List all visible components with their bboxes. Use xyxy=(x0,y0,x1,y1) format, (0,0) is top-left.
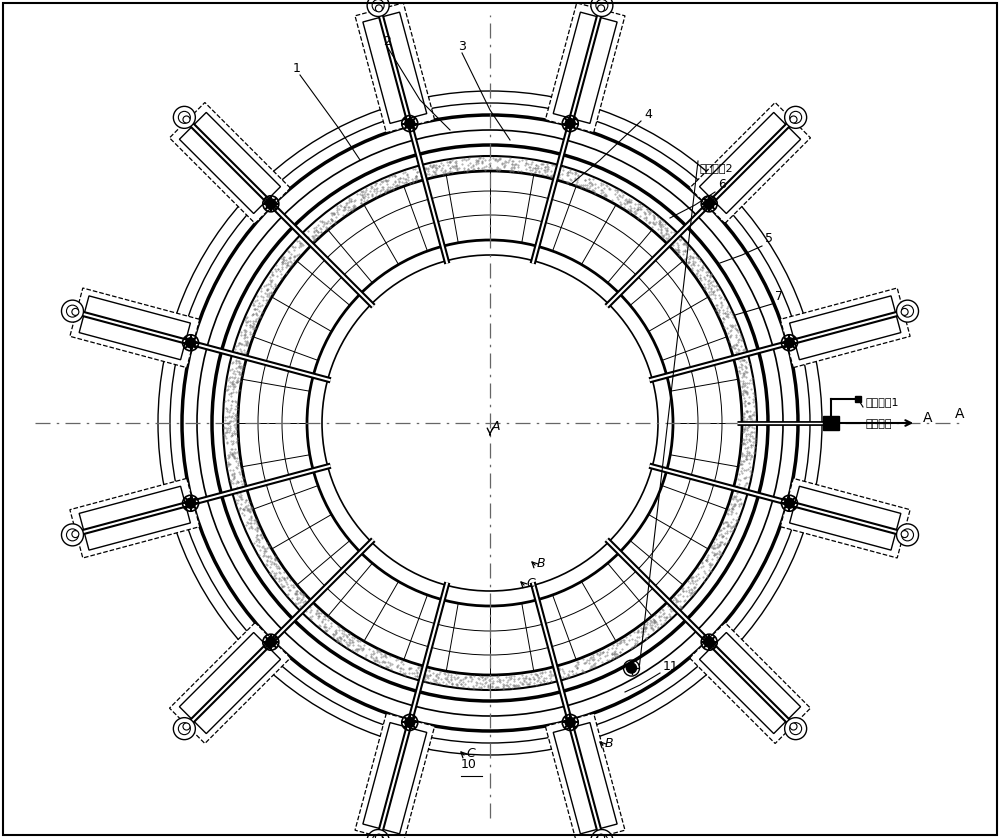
Circle shape xyxy=(591,0,613,17)
Circle shape xyxy=(565,717,575,727)
Circle shape xyxy=(186,499,196,508)
Text: 10: 10 xyxy=(461,758,477,771)
Text: A: A xyxy=(923,411,932,425)
Text: A: A xyxy=(492,420,501,433)
Circle shape xyxy=(66,305,78,317)
Polygon shape xyxy=(79,486,190,550)
Polygon shape xyxy=(690,102,810,224)
Polygon shape xyxy=(780,288,910,368)
Polygon shape xyxy=(699,633,801,733)
Polygon shape xyxy=(690,623,810,743)
Circle shape xyxy=(790,723,797,730)
Polygon shape xyxy=(79,296,190,360)
Polygon shape xyxy=(170,623,290,743)
Text: 3: 3 xyxy=(458,40,466,53)
Circle shape xyxy=(266,199,276,209)
Text: 5: 5 xyxy=(765,232,773,245)
Circle shape xyxy=(596,835,608,838)
Text: B: B xyxy=(605,737,614,750)
Circle shape xyxy=(372,835,384,838)
Circle shape xyxy=(367,830,389,838)
Polygon shape xyxy=(355,713,435,838)
Circle shape xyxy=(785,717,807,740)
Circle shape xyxy=(901,308,908,315)
Bar xyxy=(823,416,839,430)
Polygon shape xyxy=(553,722,617,834)
Text: 1: 1 xyxy=(293,62,301,75)
Polygon shape xyxy=(790,486,901,550)
Text: 4: 4 xyxy=(644,108,652,121)
Circle shape xyxy=(72,308,79,315)
Circle shape xyxy=(72,530,79,538)
Polygon shape xyxy=(179,633,281,733)
Text: 6: 6 xyxy=(718,178,726,191)
Circle shape xyxy=(405,717,415,727)
Circle shape xyxy=(367,0,389,17)
Circle shape xyxy=(598,834,605,838)
Circle shape xyxy=(790,111,802,123)
Circle shape xyxy=(405,118,415,128)
Circle shape xyxy=(897,300,919,322)
Circle shape xyxy=(790,116,797,123)
Circle shape xyxy=(596,0,608,12)
Circle shape xyxy=(61,300,83,322)
Circle shape xyxy=(266,637,276,647)
Polygon shape xyxy=(363,722,427,834)
Text: C: C xyxy=(526,577,535,590)
Text: A: A xyxy=(955,407,964,421)
Circle shape xyxy=(901,530,908,538)
Circle shape xyxy=(61,524,83,546)
Circle shape xyxy=(372,0,384,12)
Text: B: B xyxy=(537,557,546,570)
Circle shape xyxy=(186,338,196,348)
Polygon shape xyxy=(355,3,435,132)
Polygon shape xyxy=(780,478,910,558)
Circle shape xyxy=(626,663,637,673)
Circle shape xyxy=(784,499,794,508)
Polygon shape xyxy=(363,13,427,123)
Polygon shape xyxy=(179,112,281,214)
Polygon shape xyxy=(699,112,801,214)
Circle shape xyxy=(183,723,190,730)
Circle shape xyxy=(375,5,382,12)
Circle shape xyxy=(173,717,195,740)
Text: 光纤接出: 光纤接出 xyxy=(865,419,892,429)
Circle shape xyxy=(785,106,807,128)
Polygon shape xyxy=(553,13,617,123)
Circle shape xyxy=(704,637,714,647)
Polygon shape xyxy=(790,296,901,360)
Circle shape xyxy=(591,830,613,838)
Circle shape xyxy=(598,5,605,12)
Circle shape xyxy=(178,722,190,735)
Text: 11: 11 xyxy=(663,660,679,673)
Text: 光纤接入2: 光纤接入2 xyxy=(700,163,734,173)
Circle shape xyxy=(902,529,914,541)
Text: C: C xyxy=(466,747,475,760)
Circle shape xyxy=(704,199,714,209)
Circle shape xyxy=(375,834,382,838)
Polygon shape xyxy=(545,3,625,132)
Text: 7: 7 xyxy=(775,290,783,303)
Circle shape xyxy=(897,524,919,546)
Polygon shape xyxy=(170,102,290,224)
Circle shape xyxy=(173,106,195,128)
Circle shape xyxy=(784,338,794,348)
Circle shape xyxy=(183,116,190,123)
Text: 光纤接入1: 光纤接入1 xyxy=(865,397,898,407)
Polygon shape xyxy=(70,288,200,368)
Circle shape xyxy=(565,118,575,128)
Circle shape xyxy=(178,111,190,123)
Polygon shape xyxy=(70,478,200,558)
Circle shape xyxy=(790,722,802,735)
Circle shape xyxy=(902,305,914,317)
Text: 2: 2 xyxy=(383,35,391,48)
Polygon shape xyxy=(545,713,625,838)
Circle shape xyxy=(66,529,78,541)
